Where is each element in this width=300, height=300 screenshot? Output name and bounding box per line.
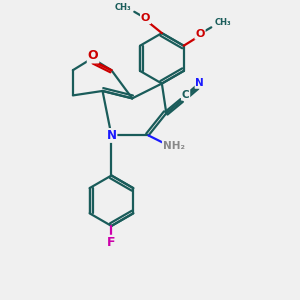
Text: O: O bbox=[88, 50, 98, 62]
Text: CH₃: CH₃ bbox=[115, 2, 132, 11]
Text: CH₃: CH₃ bbox=[214, 18, 231, 27]
Text: N: N bbox=[196, 78, 204, 88]
Text: C: C bbox=[182, 90, 189, 100]
Text: O: O bbox=[141, 13, 150, 23]
Text: NH₂: NH₂ bbox=[163, 141, 185, 151]
Text: O: O bbox=[195, 29, 205, 39]
Text: F: F bbox=[107, 236, 116, 249]
Text: N: N bbox=[106, 129, 116, 142]
